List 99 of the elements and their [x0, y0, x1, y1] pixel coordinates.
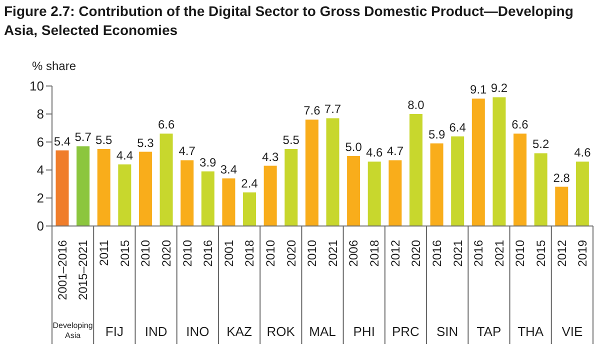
- y-tick-label: 0: [36, 218, 44, 234]
- x-tick-label: 2016: [201, 240, 216, 267]
- x-tick-label: 2016: [430, 240, 444, 267]
- bar: [243, 192, 256, 226]
- data-label: 4.7: [386, 144, 404, 158]
- data-label: 5.2: [532, 137, 550, 152]
- bar: [472, 98, 485, 226]
- data-label: 5.3: [137, 136, 154, 150]
- bar: [118, 164, 132, 226]
- x-tick-label: 2012: [554, 240, 569, 267]
- text: VIE: [562, 324, 583, 339]
- bar: [576, 162, 589, 226]
- data-label: 7.7: [324, 102, 342, 116]
- x-tick-label: 2006: [346, 240, 361, 267]
- y-tick-label: 2: [36, 190, 44, 206]
- y-tick-label: 6: [36, 134, 44, 150]
- x-tick-label: 2020: [159, 240, 174, 267]
- y-tick-label: 10: [30, 78, 44, 94]
- text: INO: [186, 324, 210, 339]
- x-tick-label: 2016: [472, 240, 486, 267]
- x-tick-label: 2012: [388, 240, 402, 267]
- data-label: 5.4: [54, 134, 71, 148]
- bar: [409, 114, 422, 226]
- data-label: 4.3: [262, 150, 279, 164]
- data-label: 8.0: [408, 98, 425, 112]
- data-label: 9.1: [470, 82, 488, 97]
- bar: [534, 153, 548, 226]
- data-label: 4.6: [366, 146, 384, 160]
- y-axis-title: % share: [32, 59, 76, 73]
- text: THA: [518, 324, 544, 339]
- bar: [138, 152, 152, 226]
- x-tick-label: 2015: [118, 240, 132, 267]
- text: IND: [144, 324, 168, 339]
- bar: [368, 162, 381, 226]
- data-label: 2.8: [553, 170, 570, 185]
- x-tick-label: 2015: [534, 240, 548, 267]
- bar: [388, 160, 402, 226]
- chart-title: Figure 2.7: Contribution of the Digital Sector to Gross Domestic Product—Developing Asia, Selected Economies: [4, 2, 574, 40]
- bar: [284, 149, 298, 226]
- data-label: 6.6: [512, 118, 529, 132]
- x-tick-label: 2021: [326, 240, 340, 267]
- text: PRC: [392, 324, 420, 339]
- bar: [56, 150, 69, 226]
- bar: [305, 120, 318, 226]
- text: PHI: [353, 324, 375, 339]
- text: TAP: [476, 324, 502, 339]
- text: ROK: [266, 324, 296, 339]
- bar: [264, 166, 277, 226]
- data-label: 6.4: [449, 120, 466, 134]
- text: SIN: [436, 324, 458, 339]
- x-tick-label: 2015–2021: [76, 240, 90, 300]
- bar: [76, 146, 90, 226]
- data-label: 6.6: [158, 118, 175, 132]
- bar: [160, 134, 173, 226]
- data-label: 7.6: [304, 104, 321, 118]
- x-tick-label: 2010: [263, 240, 278, 267]
- data-label: 5.0: [345, 140, 362, 154]
- x-tick-label: 2020: [409, 240, 424, 267]
- data-label: 3.4: [220, 162, 238, 176]
- x-tick-label: 2021: [450, 240, 465, 267]
- data-label: 4.7: [178, 144, 196, 158]
- text: FIJ: [105, 324, 124, 339]
- x-tick-label: 2019: [576, 240, 590, 267]
- data-label: 5.5: [96, 133, 113, 147]
- bar: [97, 149, 110, 226]
- bar: [514, 134, 527, 226]
- bar: [201, 171, 214, 226]
- bar: [222, 178, 236, 226]
- x-tick-label: 2010: [305, 240, 320, 267]
- text: MAL: [309, 324, 336, 339]
- x-tick-label: 2020: [284, 240, 298, 267]
- x-tick-label: 2010: [513, 240, 528, 267]
- data-label: 4.6: [574, 146, 592, 160]
- x-tick-label: 2001–2016: [55, 240, 70, 300]
- bar: [326, 118, 340, 226]
- text: Developing Asia: [52, 321, 93, 340]
- x-tick-label: 2018: [368, 240, 382, 267]
- data-label: 4.4: [116, 148, 134, 162]
- x-tick-label: 2010: [138, 240, 153, 267]
- bar: [347, 156, 360, 226]
- bar: [180, 160, 194, 226]
- x-tick-label: 2001: [222, 240, 236, 267]
- bar: [555, 186, 568, 226]
- data-label: 5.7: [74, 130, 92, 144]
- bar: [430, 143, 444, 226]
- x-tick-label: 2021: [492, 240, 506, 267]
- data-label: 3.9: [200, 155, 217, 170]
- bar: [451, 136, 464, 226]
- x-tick-label: 2010: [180, 240, 194, 267]
- data-label: 5.5: [282, 133, 300, 147]
- data-label: 9.2: [490, 81, 508, 96]
- bar: [492, 97, 506, 226]
- data-label: 5.9: [428, 127, 446, 142]
- y-tick-label: 4: [36, 162, 44, 178]
- y-tick-label: 8: [36, 106, 44, 122]
- x-tick-label: 2011: [97, 240, 112, 266]
- data-label: 2.4: [241, 176, 258, 190]
- text: KAZ: [226, 324, 252, 339]
- x-tick-label: 2018: [242, 240, 257, 267]
